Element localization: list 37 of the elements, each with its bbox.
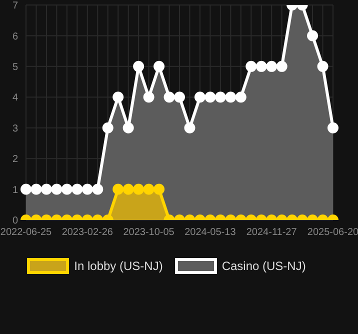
legend-label: In lobby (US-NJ)	[74, 259, 163, 273]
point	[164, 92, 175, 103]
point	[174, 92, 185, 103]
point	[256, 60, 267, 72]
x-tick-label: 2023-10-05	[123, 227, 175, 238]
point	[102, 122, 114, 134]
point	[246, 60, 257, 72]
y-tick-label: 7	[12, 0, 18, 12]
y-tick-label: 2	[12, 154, 18, 166]
point	[266, 60, 278, 72]
x-tick-label: 2025-06-20	[307, 227, 358, 238]
point	[317, 60, 328, 72]
x-tick-label: 2024-05-13	[184, 227, 236, 238]
x-tick-label: 2022-06-25	[0, 227, 52, 238]
point	[214, 92, 226, 103]
x-tick-label: 2023-02-26	[62, 227, 114, 238]
y-tick-label: 1	[12, 184, 18, 196]
y-tick-label: 5	[12, 62, 18, 73]
point	[204, 92, 216, 103]
point	[235, 92, 246, 103]
point	[133, 60, 144, 72]
point	[225, 92, 236, 103]
legend-label: Casino (US-NJ)	[222, 259, 306, 273]
y-tick-label: 6	[12, 31, 18, 42]
point	[328, 122, 338, 134]
y-tick-label: 3	[12, 123, 18, 134]
y-tick-label: 0	[12, 216, 18, 227]
y-tick-label: 4	[12, 92, 18, 104]
point	[122, 122, 134, 134]
x-tick-label: 2024-11-27	[246, 227, 298, 238]
point	[143, 92, 154, 103]
point	[184, 122, 196, 134]
point	[276, 60, 288, 72]
point	[194, 92, 206, 103]
point	[112, 92, 124, 103]
point	[307, 30, 318, 42]
point	[154, 60, 165, 72]
